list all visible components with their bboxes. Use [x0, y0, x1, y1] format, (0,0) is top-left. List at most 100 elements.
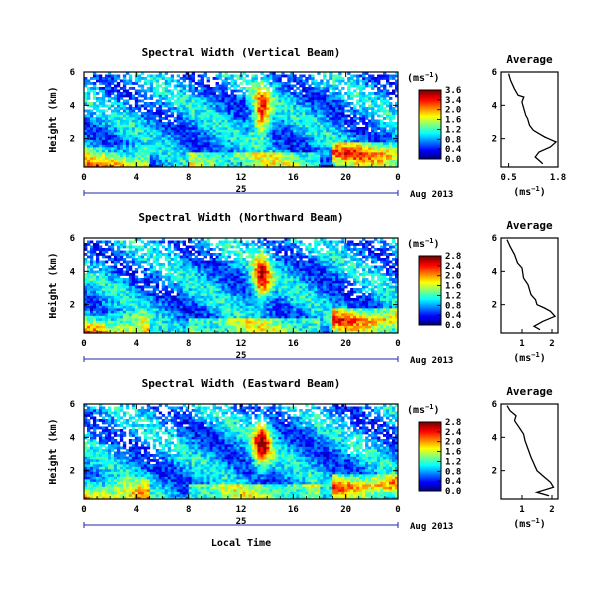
heatmap-cell	[131, 137, 136, 140]
heatmap-cell	[152, 92, 157, 95]
heatmap-cell	[110, 268, 115, 271]
heatmap-cell	[245, 82, 249, 85]
heatmap-cell	[128, 300, 133, 304]
heatmap-cell	[326, 102, 330, 105]
heatmap-cell	[230, 89, 234, 93]
heatmap-cell	[131, 157, 136, 160]
heatmap-cell	[104, 139, 109, 143]
heatmap-cell	[305, 94, 309, 98]
heatmap-cell	[167, 285, 172, 289]
heatmap-cell	[260, 139, 264, 143]
heatmap-cell	[206, 162, 210, 165]
heatmap-cell	[287, 92, 291, 95]
heatmap-cell	[185, 315, 190, 319]
heatmap-cell	[308, 124, 312, 128]
heatmap-cell	[347, 129, 351, 133]
heatmap-cell	[173, 278, 178, 281]
heatmap-cell	[302, 114, 306, 118]
heatmap-cell	[377, 77, 381, 80]
heatmap-cell	[101, 87, 106, 90]
heatmap-cell	[269, 92, 273, 95]
heatmap-cell	[278, 154, 282, 158]
heatmap-cell	[320, 157, 324, 160]
heatmap-cell	[212, 109, 216, 113]
heatmap-cell	[371, 127, 375, 130]
heatmap-cell	[338, 102, 342, 105]
heatmap-cell	[233, 104, 237, 108]
heatmap-cell	[125, 265, 130, 269]
heatmap-cell	[377, 127, 381, 130]
heatmap-cell	[200, 288, 204, 291]
heatmap-cell	[221, 112, 225, 115]
heatmap-cell	[131, 270, 136, 274]
heatmap-cell	[197, 290, 201, 294]
heatmap-cell	[194, 318, 198, 321]
heatmap-cell	[188, 313, 193, 316]
heatmap-cell	[230, 97, 234, 100]
heatmap-cell	[188, 320, 193, 324]
heatmap-cell	[131, 305, 136, 309]
heatmap-cell	[95, 248, 100, 251]
heatmap-cell	[149, 122, 154, 125]
heatmap-cell	[218, 157, 222, 160]
heatmap-cell	[395, 129, 399, 133]
heatmap-cell	[368, 99, 372, 103]
heatmap-cell	[137, 129, 142, 133]
heatmap-cell	[263, 139, 267, 143]
heatmap-cell	[254, 144, 258, 148]
heatmap-cell	[149, 124, 154, 128]
heatmap-cell	[188, 298, 193, 301]
heatmap-cell	[179, 117, 184, 120]
heatmap-cell	[209, 164, 213, 168]
heatmap-cell	[374, 142, 378, 145]
heatmap-cell	[101, 152, 106, 155]
heatmap-cell	[293, 159, 297, 163]
heatmap-cell	[221, 157, 225, 160]
heatmap-cell	[284, 157, 288, 160]
heatmap-cell	[125, 290, 130, 294]
colorbar-segment	[419, 133, 441, 136]
heatmap-cell	[218, 149, 222, 153]
heatmap-cell	[203, 94, 207, 98]
heatmap-cell	[116, 325, 121, 329]
heatmap-cell	[323, 112, 327, 115]
heatmap-cell	[152, 273, 157, 276]
heatmap-cell	[188, 278, 193, 281]
heatmap-cell	[113, 325, 118, 329]
heatmap-cell	[176, 285, 181, 289]
heatmap-cell	[335, 139, 339, 143]
heatmap-cell	[317, 162, 321, 165]
heatmap-cell	[233, 137, 237, 140]
heatmap-cell	[84, 122, 88, 125]
heatmap-cell	[125, 157, 130, 160]
heatmap-cell	[242, 122, 246, 125]
heatmap-cell	[179, 152, 184, 155]
heatmap-cell	[185, 280, 190, 284]
heatmap-cell	[221, 162, 225, 165]
heatmap-cell	[245, 152, 249, 155]
heatmap-cell	[182, 87, 187, 90]
heatmap-cell	[194, 112, 198, 115]
y-axis-label: Height (km)	[47, 86, 59, 152]
heatmap-cell	[170, 268, 175, 271]
heatmap-cell	[119, 308, 124, 311]
heatmap-cell	[158, 112, 163, 115]
heatmap-cell	[170, 144, 175, 148]
heatmap-cell	[281, 104, 285, 108]
heatmap-cell	[290, 114, 294, 118]
heatmap-cell	[110, 318, 115, 321]
heatmap-cell	[116, 99, 121, 103]
heatmap-cell	[380, 144, 384, 148]
heatmap-cell	[125, 280, 130, 284]
heatmap-cell	[191, 134, 195, 138]
heatmap-cell	[113, 87, 118, 90]
heatmap-cell	[149, 102, 154, 105]
heatmap-cell	[122, 114, 127, 118]
heatmap-cell	[188, 119, 193, 123]
heatmap-cell	[131, 94, 136, 98]
heatmap-cell	[125, 72, 130, 75]
heatmap-cell	[86, 293, 91, 296]
heatmap-cell	[218, 127, 222, 130]
heatmap-cell	[164, 154, 169, 158]
heatmap-cell	[368, 164, 372, 168]
